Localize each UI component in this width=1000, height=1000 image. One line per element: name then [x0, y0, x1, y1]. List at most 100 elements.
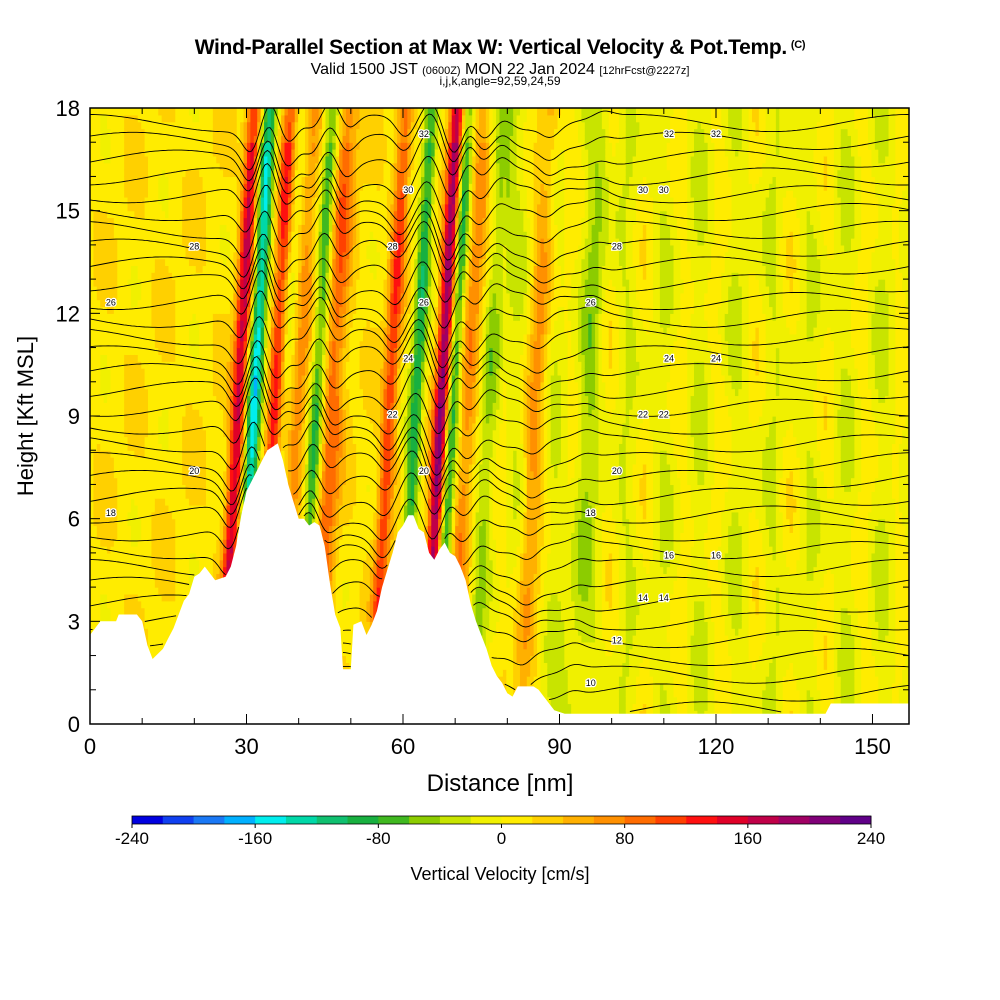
velocity-cell	[243, 183, 248, 191]
velocity-cell	[134, 470, 139, 479]
velocity-cell	[127, 114, 132, 123]
velocity-cell	[124, 607, 129, 616]
velocity-cell	[93, 279, 98, 287]
velocity-cell	[107, 108, 112, 116]
velocity-cell	[93, 327, 98, 335]
velocity-cell	[195, 265, 200, 273]
velocity-cell	[90, 333, 95, 342]
velocity-cell	[120, 552, 125, 561]
velocity-cell	[260, 196, 265, 205]
velocity-cell	[270, 292, 275, 301]
velocity-cell	[130, 265, 135, 273]
velocity-cell	[246, 169, 251, 178]
velocity-cell	[144, 614, 149, 622]
velocity-cell	[134, 292, 139, 301]
velocity-cell	[107, 422, 112, 431]
velocity-cell	[253, 121, 258, 130]
velocity-cell	[144, 183, 149, 191]
velocity-cell	[175, 587, 180, 595]
velocity-cell	[192, 327, 197, 335]
velocity-cell	[96, 272, 101, 280]
velocity-cell	[233, 135, 238, 143]
velocity-cell	[223, 333, 228, 342]
velocity-cell	[209, 285, 214, 294]
velocity-cell	[141, 196, 146, 205]
velocity-cell	[168, 477, 173, 486]
velocity-cell	[127, 313, 132, 321]
velocity-cell	[212, 142, 217, 150]
velocity-cell	[120, 436, 125, 444]
velocity-cell	[212, 416, 217, 424]
velocity-cell	[219, 299, 224, 308]
velocity-cell	[260, 299, 265, 308]
velocity-cell	[103, 457, 108, 465]
velocity-cell	[107, 196, 112, 205]
velocity-cell	[141, 340, 146, 349]
velocity-cell	[182, 546, 187, 554]
velocity-cell	[127, 333, 132, 342]
velocity-cell	[134, 518, 139, 527]
velocity-cell	[158, 498, 163, 506]
velocity-cell	[178, 251, 183, 260]
velocity-cell	[236, 518, 241, 527]
velocity-cell	[120, 566, 125, 575]
velocity-cell	[90, 251, 95, 260]
velocity-cell	[113, 135, 118, 143]
velocity-cell	[233, 450, 238, 458]
velocity-cell	[233, 114, 238, 123]
velocity-cell	[264, 162, 269, 171]
velocity-cell	[188, 361, 193, 369]
velocity-cell	[168, 224, 173, 232]
velocity-cell	[127, 306, 132, 314]
velocity-cell	[144, 313, 149, 321]
velocity-cell	[264, 114, 269, 123]
velocity-cell	[171, 238, 176, 246]
velocity-cell	[141, 155, 146, 164]
velocity-cell	[96, 238, 101, 246]
velocity-cell	[243, 327, 248, 335]
velocity-cell	[93, 162, 98, 171]
velocity-cell	[219, 142, 224, 150]
velocity-cell	[223, 539, 228, 547]
velocity-cell	[151, 552, 156, 561]
velocity-cell	[219, 416, 224, 424]
velocity-cell	[246, 450, 251, 458]
velocity-cell	[253, 149, 258, 157]
velocity-cell	[188, 210, 193, 219]
velocity-cell	[134, 142, 139, 150]
velocity-cell	[134, 320, 139, 328]
velocity-cell	[223, 374, 228, 383]
velocity-cell	[260, 169, 265, 178]
velocity-cell	[188, 217, 193, 225]
velocity-cell	[165, 313, 170, 321]
velocity-cell	[192, 511, 197, 520]
velocity-cell	[264, 327, 269, 335]
velocity-cell	[154, 333, 159, 342]
velocity-cell	[124, 416, 129, 424]
velocity-cell	[226, 327, 231, 335]
velocity-cell	[171, 593, 176, 602]
velocity-cell	[165, 457, 170, 465]
velocity-cell	[202, 203, 207, 212]
velocity-cell	[107, 484, 112, 492]
velocity-cell	[253, 416, 258, 424]
velocity-cell	[144, 436, 149, 444]
velocity-cell	[137, 395, 142, 403]
velocity-cell	[209, 258, 214, 267]
velocity-cell	[124, 285, 129, 294]
velocity-cell	[158, 142, 163, 150]
velocity-cell	[107, 539, 112, 547]
velocity-cell	[124, 470, 129, 479]
velocity-cell	[253, 422, 258, 431]
velocity-cell	[202, 272, 207, 280]
velocity-cell	[267, 354, 272, 362]
velocity-cell	[257, 368, 262, 376]
velocity-cell	[130, 552, 135, 561]
velocity-cell	[134, 484, 139, 492]
velocity-cell	[206, 409, 211, 417]
velocity-cell	[107, 327, 112, 335]
velocity-cell	[206, 416, 211, 424]
velocity-cell	[175, 203, 180, 212]
velocity-cell	[274, 224, 279, 232]
velocity-cell	[100, 176, 105, 184]
